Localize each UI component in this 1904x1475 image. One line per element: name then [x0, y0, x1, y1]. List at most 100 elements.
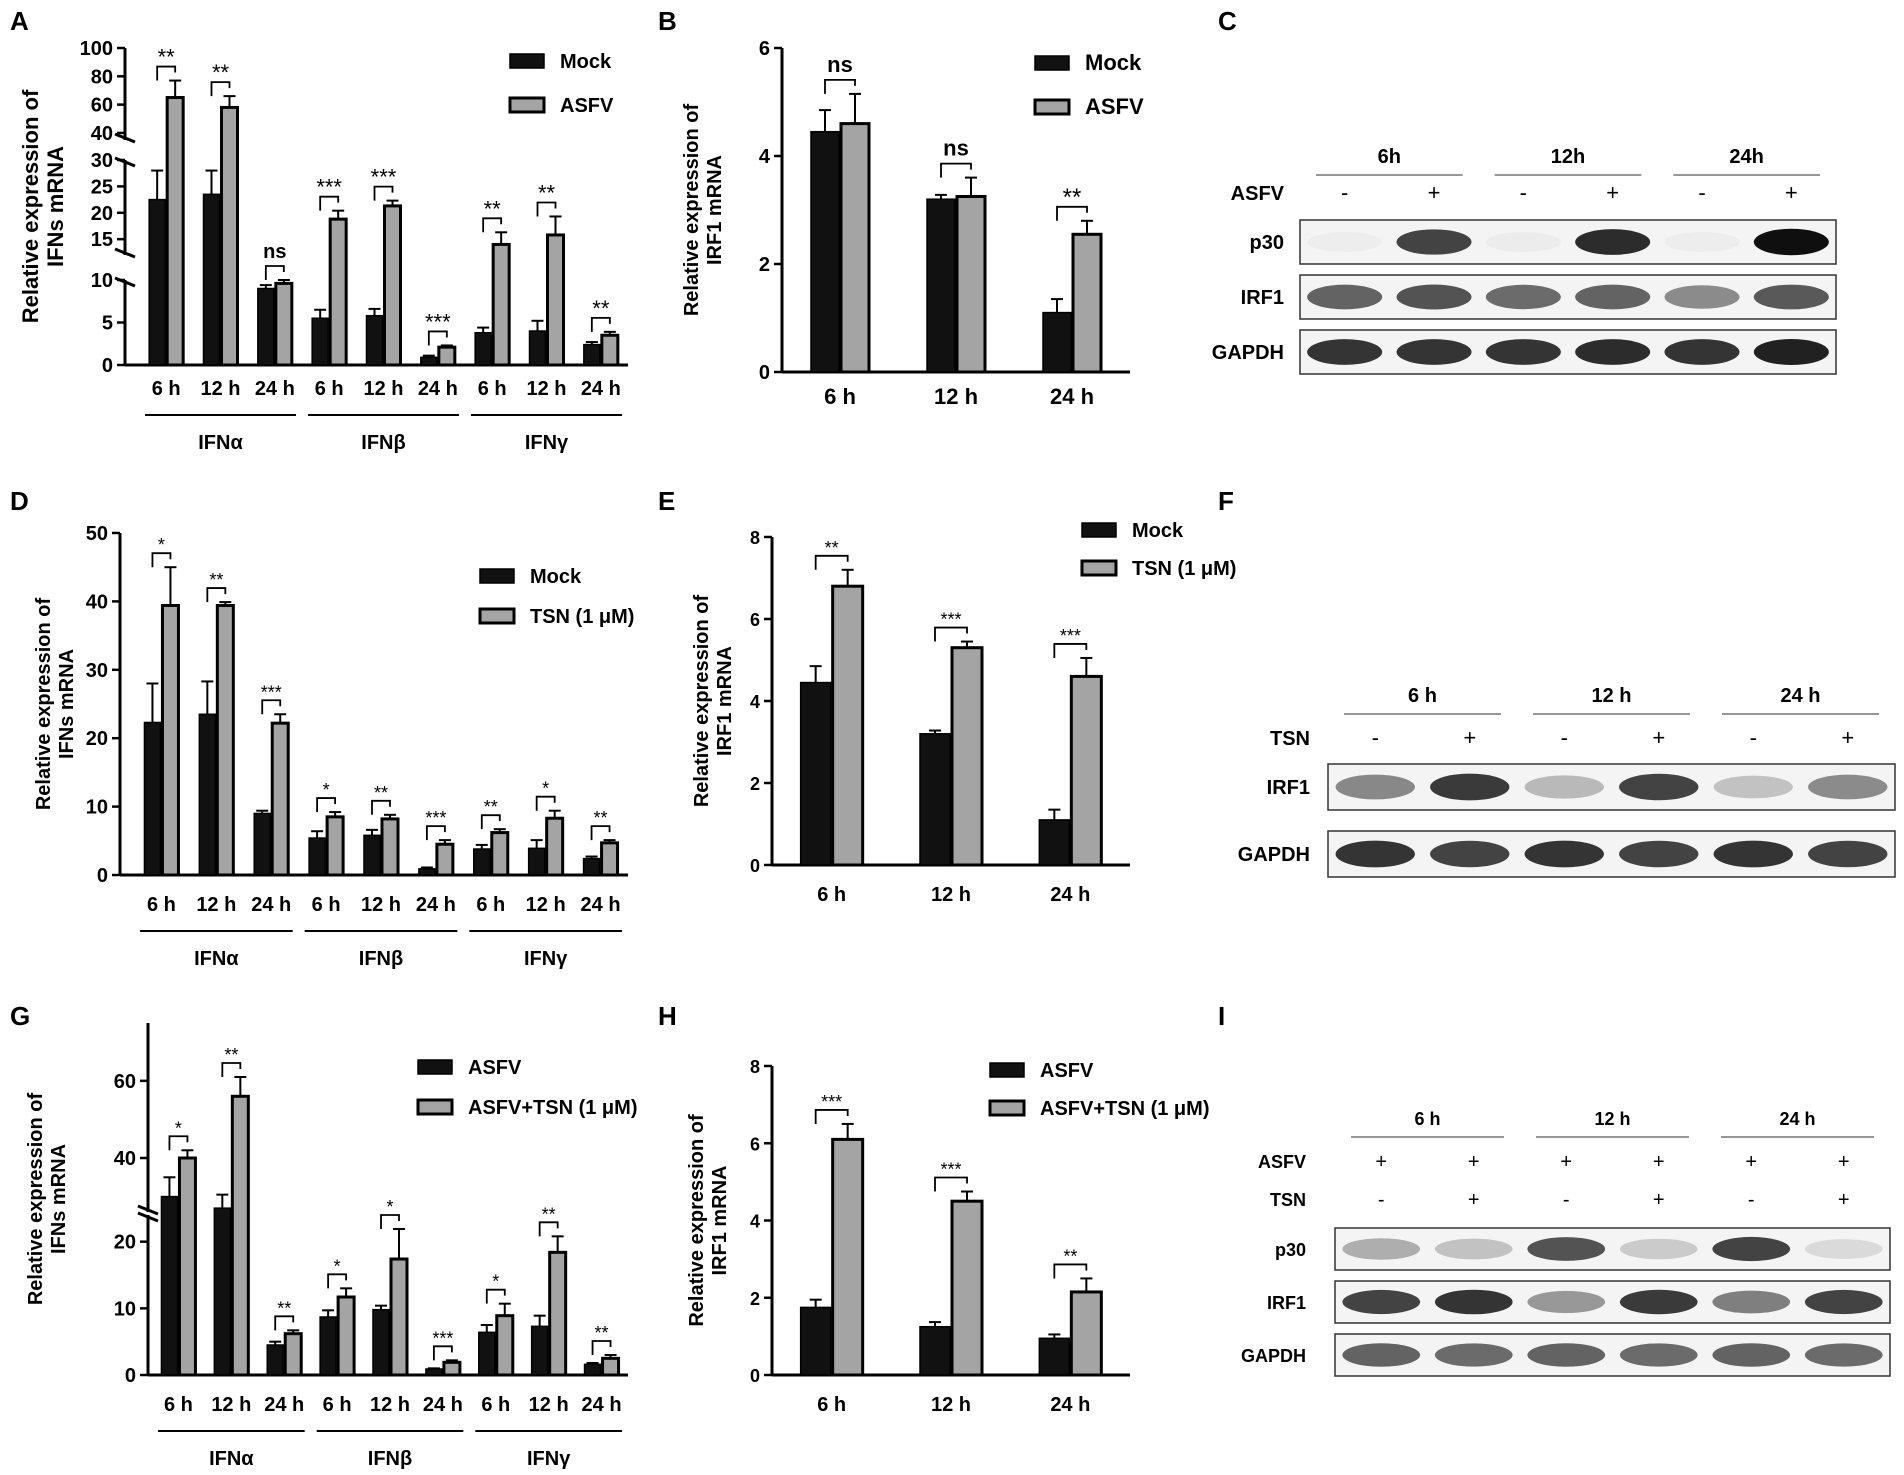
blot-band	[1342, 1289, 1421, 1315]
bar-series-1	[799, 681, 832, 866]
blot-band	[1664, 285, 1740, 309]
blot-band	[1335, 774, 1415, 800]
chart-panel-b: 0 2 4 6 ns 6 h ns 12 h ** 24 h Relative expression…	[681, 38, 1144, 409]
y-axis-label-line: IFNs mRNA	[48, 1144, 70, 1254]
significance-label: ns	[943, 136, 969, 161]
blot-band	[1664, 232, 1740, 252]
legend-swatch	[479, 568, 515, 584]
legend-swatch	[1080, 559, 1118, 577]
bar-series-1	[919, 733, 951, 866]
y-tick-label: 4	[750, 692, 760, 712]
significance-label: **	[595, 1323, 609, 1343]
significance-bracket	[824, 79, 856, 94]
treatment-sign: +	[1745, 1151, 1757, 1173]
significance-bracket	[590, 316, 611, 332]
blot-band	[1664, 339, 1740, 365]
y-tick-label: 20	[114, 1232, 136, 1254]
blot-band	[1335, 840, 1415, 868]
y-tick-label: 10	[114, 1298, 136, 1320]
group-label: IFNβ	[359, 948, 403, 970]
bar-series-1	[143, 721, 162, 876]
significance-label: *	[175, 1118, 182, 1138]
significance-bracket	[590, 825, 611, 841]
bar-series-2	[1069, 1290, 1103, 1377]
bar-series-1	[257, 287, 275, 366]
bar-series-2	[177, 1156, 197, 1377]
timepoint-label: 24 h	[1780, 685, 1820, 707]
blot-band	[1485, 284, 1561, 310]
significance-label: ***	[940, 1160, 961, 1180]
bar-series-2	[160, 604, 180, 877]
significance-label: *	[542, 779, 549, 799]
x-tick-label: 6 h	[315, 378, 344, 400]
significance-bracket	[425, 825, 446, 841]
blot-band	[1808, 840, 1888, 868]
significance-label: **	[484, 196, 502, 221]
significance-bracket	[934, 1176, 968, 1192]
legend-label: Mock	[1132, 520, 1184, 542]
x-tick-label: 6 h	[817, 1394, 846, 1416]
blot-band	[1434, 1289, 1513, 1315]
bar-series-1	[253, 812, 271, 876]
y-axis-label: Relative expression ofIRF1 mRNA	[686, 1114, 731, 1327]
y-axis-label: Relative expression ofIRF1 mRNA	[681, 104, 726, 317]
group-label: IFNγ	[525, 432, 569, 454]
group-label: IFNβ	[368, 1448, 412, 1470]
blot-strip	[1334, 1280, 1891, 1324]
significance-label: **	[825, 538, 839, 558]
x-tick-label: 6 h	[152, 378, 181, 400]
bar-series-2	[600, 841, 620, 877]
band-label: IRF1	[1267, 777, 1310, 799]
bar-series-1	[474, 331, 492, 366]
bar-series-1	[308, 837, 326, 876]
bar-series-1	[583, 343, 601, 366]
bar-series-2	[600, 333, 620, 367]
significance-bracket	[814, 1109, 849, 1124]
blot-band	[1307, 232, 1383, 252]
significance-label: *	[323, 780, 330, 800]
bar-series-2	[328, 217, 348, 367]
legend-label: TSN (1 μM)	[530, 606, 634, 628]
x-tick-label: 24 h	[581, 894, 621, 916]
y-axis-label: Relative expression ofIFNs mRNA	[25, 1093, 70, 1306]
blot-strip	[1334, 1227, 1891, 1271]
blot-band	[1524, 840, 1604, 868]
bar-series-1	[473, 848, 491, 876]
blot-band	[1619, 1238, 1698, 1260]
treatment-sign: +	[1652, 725, 1665, 750]
blot-band	[1396, 229, 1472, 255]
significance-label: ***	[940, 610, 961, 630]
y-axis-label-line: IRF1 mRNA	[704, 155, 726, 265]
significance-bracket	[538, 1221, 559, 1237]
x-tick-label: 6 h	[323, 1394, 352, 1416]
blot-band	[1619, 1343, 1698, 1367]
y-tick-label: 0	[759, 362, 770, 384]
bar-series-2	[389, 1257, 409, 1377]
significance-bracket	[373, 185, 394, 201]
y-tick-label: 8	[750, 528, 760, 548]
y-axis-label-line: IRF1 mRNA	[714, 646, 736, 756]
treatment-sign: -	[1748, 1189, 1755, 1211]
y-tick-label: 15	[91, 229, 113, 251]
bar-series-1	[528, 330, 547, 366]
significance-bracket	[264, 265, 285, 280]
treatment-label: ASFV	[1231, 183, 1285, 205]
blot-band	[1527, 1237, 1606, 1261]
y-axis-label-line: IRF1 mRNA	[709, 1165, 731, 1275]
x-tick-label: 12 h	[931, 1394, 971, 1416]
significance-label: ***	[371, 165, 397, 190]
bar-series-1	[363, 834, 381, 876]
bar-series-2	[546, 233, 565, 367]
panel-letter-c: C	[1218, 6, 1237, 36]
x-tick-label: 6 h	[476, 894, 505, 916]
x-tick-label: 12 h	[931, 884, 971, 906]
bar-series-2	[442, 1360, 462, 1377]
x-tick-label: 24 h	[1050, 384, 1094, 409]
blot-band	[1619, 840, 1699, 868]
significance-bracket	[371, 799, 391, 815]
treatment-sign: +	[1468, 1189, 1480, 1211]
y-tick-label: 0	[102, 355, 113, 377]
significance-bracket	[814, 554, 849, 570]
x-tick-label: 12 h	[200, 378, 240, 400]
significance-bracket	[1053, 1263, 1088, 1279]
